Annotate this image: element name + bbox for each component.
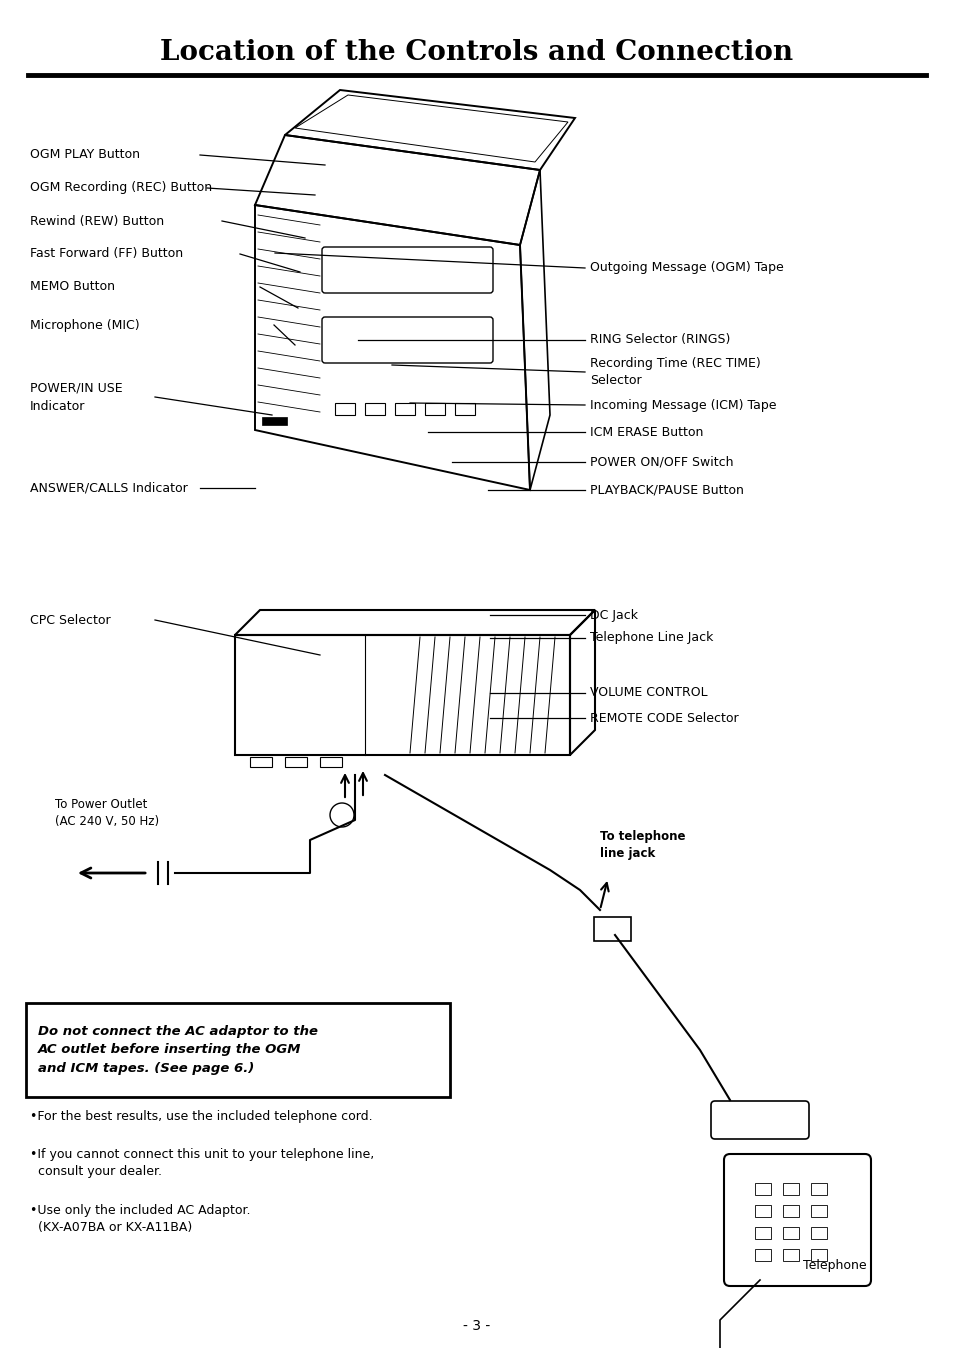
Text: Telephone Line Jack: Telephone Line Jack (589, 631, 713, 644)
Bar (782, 1205, 799, 1217)
Bar (424, 403, 444, 415)
Text: •If you cannot connect this unit to your telephone line,
  consult your dealer.: •If you cannot connect this unit to your… (30, 1148, 374, 1178)
Text: DC Jack: DC Jack (589, 608, 638, 621)
Text: OGM Recording (REC) Button: OGM Recording (REC) Button (30, 182, 212, 194)
Text: POWER/IN USE: POWER/IN USE (30, 381, 123, 395)
Bar (262, 417, 287, 425)
Text: MEMO Button: MEMO Button (30, 280, 115, 294)
Text: PLAYBACK/PAUSE Button: PLAYBACK/PAUSE Button (589, 484, 743, 496)
Bar (782, 1227, 799, 1239)
Bar (754, 1250, 770, 1260)
Bar (455, 403, 475, 415)
Bar (754, 1227, 770, 1239)
Text: ANSWER/CALLS Indicator: ANSWER/CALLS Indicator (30, 481, 188, 495)
Bar (810, 1227, 826, 1239)
Text: ICM ERASE Button: ICM ERASE Button (589, 426, 702, 438)
Bar (782, 1184, 799, 1194)
Text: •Use only the included AC Adaptor.
  (KX-A07BA or KX-A11BA): •Use only the included AC Adaptor. (KX-A… (30, 1204, 251, 1235)
Text: To telephone
line jack: To telephone line jack (599, 830, 685, 860)
Bar (754, 1184, 770, 1194)
Bar (754, 1205, 770, 1217)
Text: To Power Outlet
(AC 240 V, 50 Hz): To Power Outlet (AC 240 V, 50 Hz) (55, 798, 159, 828)
Text: - 3 -: - 3 - (463, 1318, 490, 1333)
Text: RING Selector (RINGS): RING Selector (RINGS) (589, 333, 730, 346)
Bar (250, 758, 272, 767)
Text: CPC Selector: CPC Selector (30, 613, 111, 627)
Bar (365, 403, 385, 415)
Bar (285, 758, 307, 767)
Text: •For the best results, use the included telephone cord.: •For the best results, use the included … (30, 1109, 373, 1123)
Text: POWER ON/OFF Switch: POWER ON/OFF Switch (589, 456, 733, 469)
Text: Location of the Controls and Connection: Location of the Controls and Connection (160, 39, 793, 66)
Text: Telephone: Telephone (802, 1259, 866, 1271)
Text: Outgoing Message (OGM) Tape: Outgoing Message (OGM) Tape (589, 262, 783, 275)
Text: VOLUME CONTROL: VOLUME CONTROL (589, 686, 707, 700)
Bar (335, 403, 355, 415)
Bar (810, 1250, 826, 1260)
Text: Indicator: Indicator (30, 399, 85, 412)
Bar (395, 403, 415, 415)
Text: Fast Forward (FF) Button: Fast Forward (FF) Button (30, 248, 183, 260)
Text: Microphone (MIC): Microphone (MIC) (30, 318, 139, 332)
Text: OGM PLAY Button: OGM PLAY Button (30, 148, 140, 162)
Text: Rewind (REW) Button: Rewind (REW) Button (30, 214, 164, 228)
Bar (319, 758, 341, 767)
Text: Do not connect the AC adaptor to the
AC outlet before inserting the OGM
and ICM : Do not connect the AC adaptor to the AC … (38, 1024, 317, 1074)
Bar (810, 1205, 826, 1217)
Text: Recording Time (REC TIME)
Selector: Recording Time (REC TIME) Selector (589, 357, 760, 387)
Text: REMOTE CODE Selector: REMOTE CODE Selector (589, 712, 738, 724)
Bar (782, 1250, 799, 1260)
Text: Incoming Message (ICM) Tape: Incoming Message (ICM) Tape (589, 399, 776, 411)
Bar (810, 1184, 826, 1194)
